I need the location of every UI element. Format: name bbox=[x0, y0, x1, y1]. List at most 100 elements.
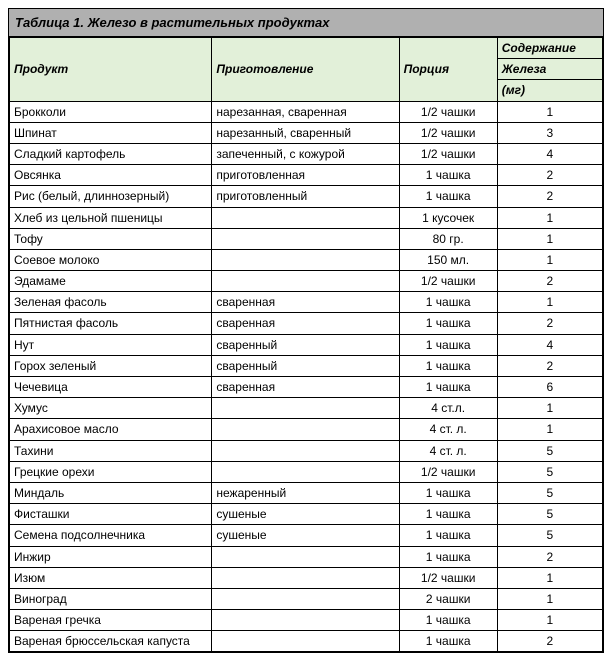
cell-product: Пятнистая фасоль bbox=[10, 313, 212, 334]
cell-iron: 1 bbox=[497, 207, 602, 228]
cell-preparation bbox=[212, 228, 399, 249]
cell-iron: 3 bbox=[497, 122, 602, 143]
table-row: Горох зеленыйсваренный1 чашка2 bbox=[10, 355, 603, 376]
cell-iron: 1 bbox=[497, 101, 602, 122]
header-iron-line1: Содержание bbox=[497, 38, 602, 59]
cell-product: Арахисовое масло bbox=[10, 419, 212, 440]
header-preparation: Приготовление bbox=[212, 38, 399, 102]
cell-portion: 1 чашка bbox=[399, 482, 497, 503]
cell-portion: 1/2 чашки bbox=[399, 567, 497, 588]
cell-preparation bbox=[212, 398, 399, 419]
cell-portion: 1 чашка bbox=[399, 334, 497, 355]
table-row: Брокколинарезанная, сваренная1/2 чашки1 bbox=[10, 101, 603, 122]
table-container: Таблица 1. Железо в растительных продукт… bbox=[8, 8, 604, 653]
cell-iron: 1 bbox=[497, 249, 602, 270]
cell-product: Зеленая фасоль bbox=[10, 292, 212, 313]
cell-product: Рис (белый, длиннозерный) bbox=[10, 186, 212, 207]
cell-preparation: сваренная bbox=[212, 377, 399, 398]
cell-product: Нут bbox=[10, 334, 212, 355]
cell-product: Вареная брюссельская капуста bbox=[10, 631, 212, 652]
table-row: Хумус4 ст.л.1 bbox=[10, 398, 603, 419]
cell-iron: 5 bbox=[497, 482, 602, 503]
table-row: Тофу 80 гр.1 bbox=[10, 228, 603, 249]
table-row: Чечевицасваренная1 чашка6 bbox=[10, 377, 603, 398]
cell-preparation: сушеные bbox=[212, 525, 399, 546]
cell-portion: 1 чашка bbox=[399, 546, 497, 567]
cell-iron: 1 bbox=[497, 610, 602, 631]
cell-product: Горох зеленый bbox=[10, 355, 212, 376]
cell-product: Сладкий картофель bbox=[10, 143, 212, 164]
cell-portion: 1 чашка bbox=[399, 504, 497, 525]
cell-product: Инжир bbox=[10, 546, 212, 567]
cell-iron: 1 bbox=[497, 567, 602, 588]
cell-portion: 1 чашка bbox=[399, 525, 497, 546]
table-row: Сладкий картофельзапеченный, с кожурой1/… bbox=[10, 143, 603, 164]
table-row: Пятнистая фасольсваренная1 чашка2 bbox=[10, 313, 603, 334]
cell-product: Хлеб из цельной пшеницы bbox=[10, 207, 212, 228]
table-row: Тахини4 ст. л.5 bbox=[10, 440, 603, 461]
cell-product: Овсянка bbox=[10, 165, 212, 186]
cell-product: Вареная гречка bbox=[10, 610, 212, 631]
cell-iron: 5 bbox=[497, 440, 602, 461]
cell-preparation: сваренный bbox=[212, 334, 399, 355]
table-body: Брокколинарезанная, сваренная1/2 чашки1Ш… bbox=[10, 101, 603, 652]
cell-portion: 1 чашка bbox=[399, 631, 497, 652]
table-row: Инжир1 чашка2 bbox=[10, 546, 603, 567]
cell-iron: 1 bbox=[497, 228, 602, 249]
table-row: Овсянкаприготовленная1 чашка2 bbox=[10, 165, 603, 186]
cell-product: Фисташки bbox=[10, 504, 212, 525]
cell-preparation bbox=[212, 440, 399, 461]
cell-portion: 4 ст.л. bbox=[399, 398, 497, 419]
cell-portion: 1/2 чашки bbox=[399, 461, 497, 482]
table-row: Соевое молоко 150 мл.1 bbox=[10, 249, 603, 270]
cell-product: Миндаль bbox=[10, 482, 212, 503]
cell-portion: 1/2 чашки bbox=[399, 271, 497, 292]
table-row: Вареная брюссельская капуста 1 чашка2 bbox=[10, 631, 603, 652]
cell-product: Соевое молоко bbox=[10, 249, 212, 270]
cell-iron: 1 bbox=[497, 588, 602, 609]
cell-preparation: сваренный bbox=[212, 355, 399, 376]
table-row: Арахисовое масло4 ст. л.1 bbox=[10, 419, 603, 440]
table-row: Рис (белый, длиннозерный)приготовленный1… bbox=[10, 186, 603, 207]
cell-iron: 2 bbox=[497, 271, 602, 292]
cell-iron: 5 bbox=[497, 461, 602, 482]
cell-portion: 1 чашка bbox=[399, 165, 497, 186]
table-row: Вареная гречка1 чашка1 bbox=[10, 610, 603, 631]
cell-preparation bbox=[212, 610, 399, 631]
table-row: Зеленая фасольсваренная1 чашка1 bbox=[10, 292, 603, 313]
cell-portion: 1 чашка bbox=[399, 186, 497, 207]
cell-product: Тофу bbox=[10, 228, 212, 249]
cell-portion: 1 чашка bbox=[399, 355, 497, 376]
cell-portion: 1/2 чашки bbox=[399, 101, 497, 122]
cell-portion: 150 мл. bbox=[399, 249, 497, 270]
header-product: Продукт bbox=[10, 38, 212, 102]
cell-portion: 1 чашка bbox=[399, 292, 497, 313]
cell-iron: 2 bbox=[497, 355, 602, 376]
cell-iron: 2 bbox=[497, 631, 602, 652]
cell-iron: 4 bbox=[497, 143, 602, 164]
cell-product: Семена подсолнечника bbox=[10, 525, 212, 546]
table-row: Виноград2 чашки1 bbox=[10, 588, 603, 609]
cell-preparation bbox=[212, 631, 399, 652]
cell-iron: 6 bbox=[497, 377, 602, 398]
table-row: Нутсваренный1 чашка4 bbox=[10, 334, 603, 355]
cell-preparation bbox=[212, 271, 399, 292]
cell-portion: 1 чашка bbox=[399, 377, 497, 398]
cell-iron: 1 bbox=[497, 398, 602, 419]
cell-preparation: запеченный, с кожурой bbox=[212, 143, 399, 164]
cell-preparation: сушеные bbox=[212, 504, 399, 525]
cell-preparation bbox=[212, 419, 399, 440]
cell-portion: 80 гр. bbox=[399, 228, 497, 249]
cell-preparation bbox=[212, 249, 399, 270]
cell-preparation: приготовленная bbox=[212, 165, 399, 186]
cell-preparation: сваренная bbox=[212, 313, 399, 334]
header-iron-line3: (мг) bbox=[497, 80, 602, 101]
table-title: Таблица 1. Железо в растительных продукт… bbox=[9, 9, 603, 37]
cell-preparation: нарезанная, сваренная bbox=[212, 101, 399, 122]
cell-preparation: нежаренный bbox=[212, 482, 399, 503]
cell-preparation bbox=[212, 567, 399, 588]
table-row: Эдамаме1/2 чашки2 bbox=[10, 271, 603, 292]
cell-product: Чечевица bbox=[10, 377, 212, 398]
cell-portion: 1 чашка bbox=[399, 313, 497, 334]
cell-product: Брокколи bbox=[10, 101, 212, 122]
